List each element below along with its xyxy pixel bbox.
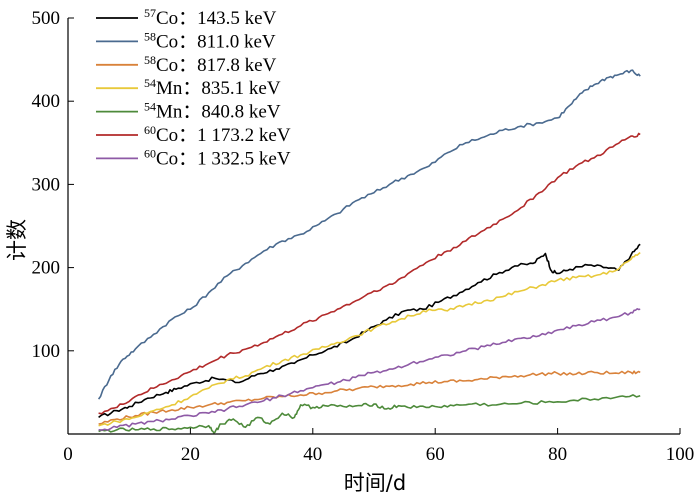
axes (67, 18, 680, 435)
legend-entry: 57Co：143.5 keV (144, 6, 277, 29)
ticks: 0 20 40 60 80 100 100 200 300 400 500 (32, 8, 695, 465)
series-line-3 (98, 251, 641, 427)
plot-lines (97, 69, 641, 434)
y-tick-label: 400 (32, 91, 61, 112)
x-tick-label: 20 (181, 444, 200, 465)
series-line-5 (98, 132, 641, 415)
y-tick-label: 500 (32, 8, 61, 29)
y-tick-label: 300 (32, 174, 61, 195)
legend-entry: 60Co：1 332.5 keV (144, 146, 291, 169)
legend-entry: 58Co：817.8 keV (144, 53, 277, 76)
y-tick-label: 200 (32, 258, 61, 279)
x-tick-label: 0 (63, 444, 73, 465)
series-line-4 (98, 394, 641, 434)
series-line-1 (97, 69, 641, 400)
series-line-2 (98, 370, 641, 425)
legend-entry: 54Mn：835.1 keV (144, 76, 281, 99)
legend-entry: 60Co：1 173.2 keV (144, 123, 291, 146)
series-line-0 (98, 243, 641, 419)
x-tick-label: 100 (666, 444, 695, 465)
x-tick-label: 40 (303, 444, 322, 465)
legend-entry: 58Co：811.0 keV (144, 29, 276, 52)
series-line-6 (98, 307, 641, 431)
x-axis-label: 时间/d (344, 471, 406, 495)
y-tick-label: 100 (32, 341, 61, 362)
legend-entry: 54Mn：840.8 keV (144, 100, 281, 123)
x-tick-label: 80 (548, 444, 567, 465)
x-tick-label: 60 (426, 444, 445, 465)
y-axis-label: 计数 (5, 219, 29, 261)
